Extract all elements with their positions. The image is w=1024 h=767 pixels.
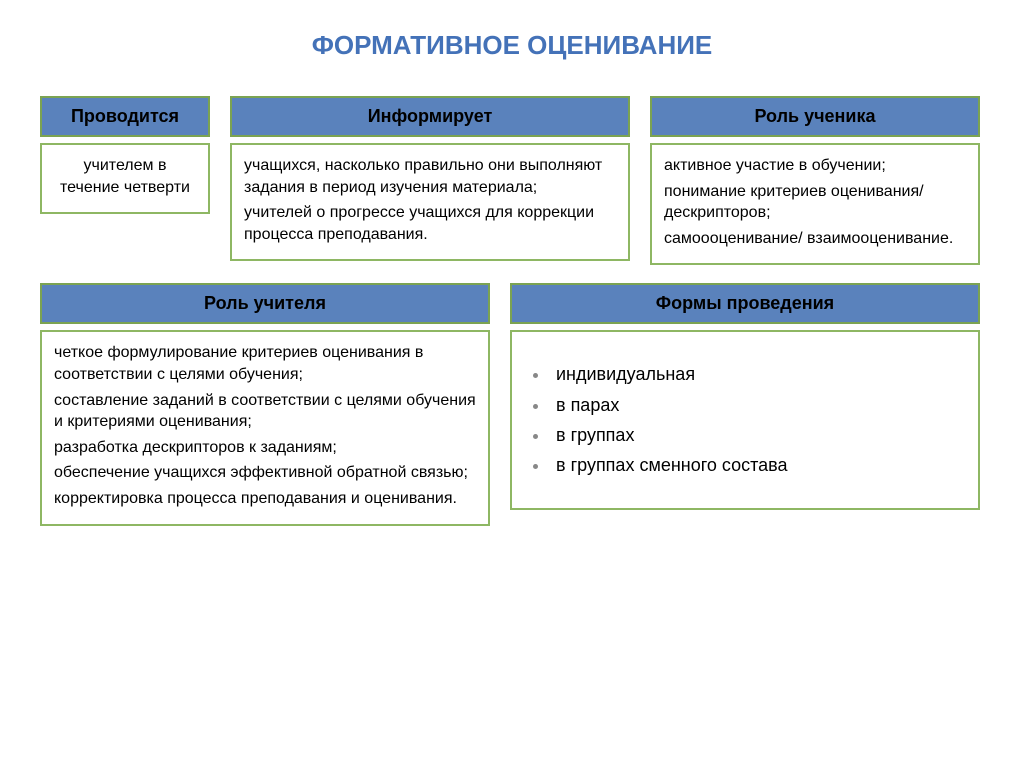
content-rol-uchenika: активное участие в обучении; понимание к… [650,143,980,265]
text-line: составление заданий в соответствии с цел… [54,390,476,433]
header-formy: Формы проведения [510,283,980,324]
header-provoditsya: Проводится [40,96,210,137]
text-line: корректировка процесса преподавания и оц… [54,488,476,510]
text-line: самоооценивание/ взаимооценивание. [664,228,966,250]
text-line: учителей о прогрессе учащихся для коррек… [244,202,616,245]
text-line: четкое формулирование критериев оцениван… [54,342,476,385]
formy-list: индивидуальная в парах в группах в групп… [524,362,966,477]
content-provoditsya: учителем в течение четверти [40,143,210,214]
list-item: индивидуальная [550,362,966,386]
text-line: учащихся, насколько правильно они выполн… [244,155,616,198]
page-title: ФОРМАТИВНОЕ ОЦЕНИВАНИЕ [40,30,984,61]
top-row: Проводится учителем в течение четверти И… [40,96,984,265]
section-informiruet: Информирует учащихся, насколько правильн… [230,96,630,265]
text-line: понимание критериев оценивания/ дескрипт… [664,181,966,224]
bottom-row: Роль учителя четкое формулирование крите… [40,283,984,525]
header-rol-uchitelya: Роль учителя [40,283,490,324]
section-formy: Формы проведения индивидуальная в парах … [510,283,980,525]
content-informiruet: учащихся, насколько правильно они выполн… [230,143,630,261]
list-item: в группах [550,423,966,447]
header-rol-uchenika: Роль ученика [650,96,980,137]
text-line: учителем в течение четверти [54,155,196,198]
list-item: в парах [550,393,966,417]
section-rol-uchitelya: Роль учителя четкое формулирование крите… [40,283,490,525]
section-provoditsya: Проводится учителем в течение четверти [40,96,210,265]
content-rol-uchitelya: четкое формулирование критериев оцениван… [40,330,490,525]
text-line: разработка дескрипторов к заданиям; [54,437,476,459]
content-formy: индивидуальная в парах в группах в групп… [510,330,980,509]
section-rol-uchenika: Роль ученика активное участие в обучении… [650,96,980,265]
list-item: в группах сменного состава [550,453,966,477]
text-line: обеспечение учащихся эффективной обратно… [54,462,476,484]
header-informiruet: Информирует [230,96,630,137]
text-line: активное участие в обучении; [664,155,966,177]
